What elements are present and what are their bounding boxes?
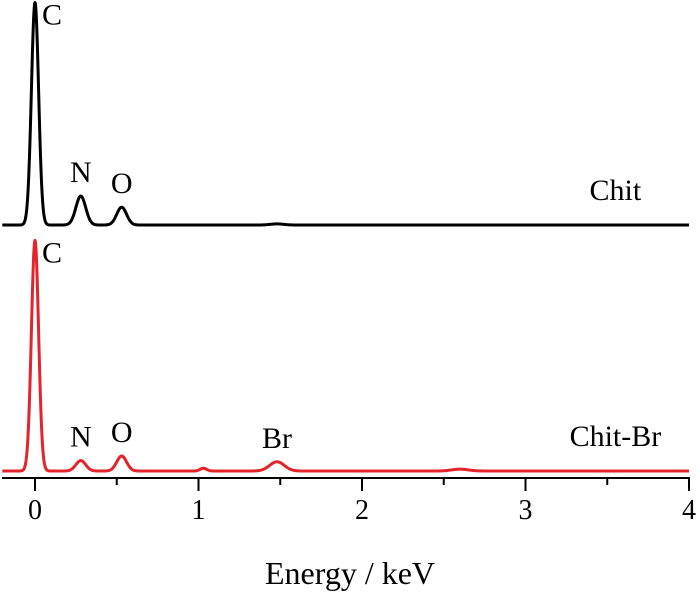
series-line-0	[1, 1, 691, 227]
peak-label-br-1: Br	[262, 422, 292, 455]
peak-label-c-1: C	[42, 236, 62, 269]
series-label-0: Chit	[590, 174, 642, 207]
x-tick-label-3: 3	[519, 495, 533, 526]
peak-label-n-0: N	[70, 156, 92, 189]
series-layer	[1, 1, 691, 473]
x-tick-label-4: 4	[682, 495, 696, 526]
x-axis-title: Energy / keV	[265, 555, 435, 591]
x-tick-label-1: 1	[192, 495, 206, 526]
peak-label-n-1: N	[70, 421, 92, 454]
x-tick-label-2: 2	[355, 495, 369, 526]
x-tick-label-0: 0	[28, 495, 42, 526]
peak-label-o-0: O	[111, 167, 133, 200]
peak-label-o-1: O	[111, 416, 133, 449]
series-line-1	[1, 238, 691, 473]
series-label-1: Chit-Br	[570, 420, 662, 453]
peak-label-c-0: C	[42, 0, 62, 32]
x-axis: 0 1 2 3 4	[2, 477, 696, 526]
